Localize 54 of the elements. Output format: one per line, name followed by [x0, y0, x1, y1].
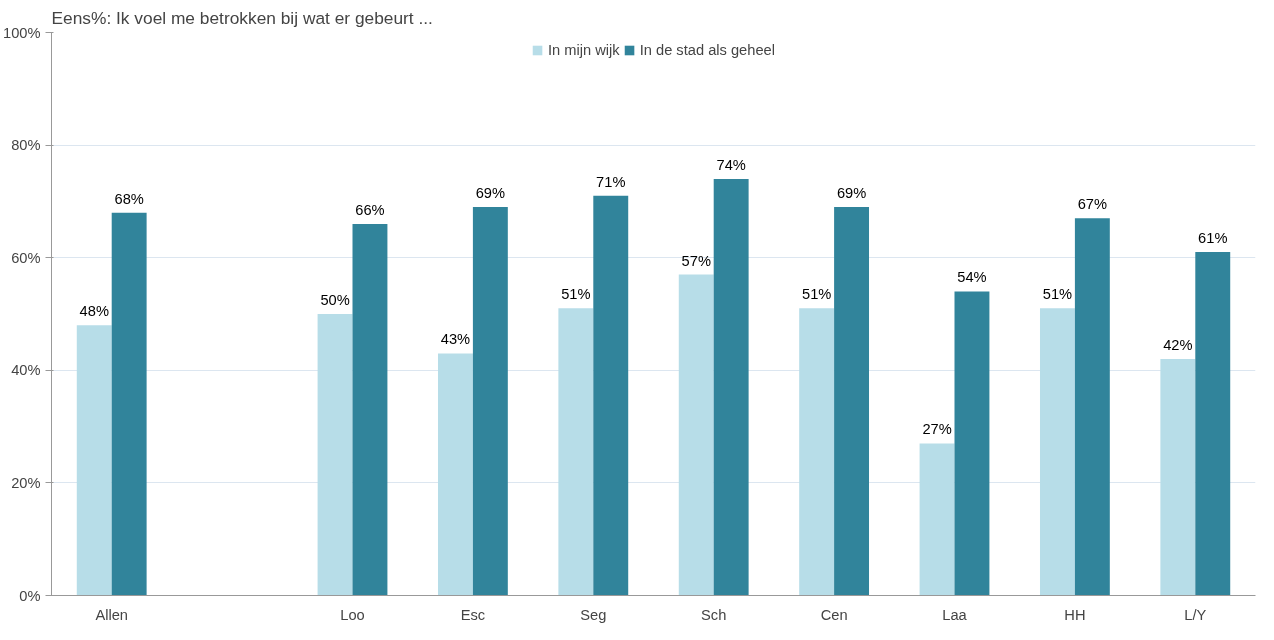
x-tick-label: Sch: [701, 606, 727, 623]
data-label: 50%: [320, 292, 350, 308]
bar: [593, 195, 629, 596]
data-label: 67%: [1077, 196, 1108, 213]
legend-label: In de stad als geheel: [639, 42, 775, 58]
bar: [954, 291, 990, 596]
bar: [111, 212, 147, 596]
data-label: 54%: [957, 269, 987, 286]
bar: [352, 223, 388, 596]
data-label: 69%: [475, 185, 506, 202]
data-label: 51%: [561, 286, 591, 303]
bar: [76, 325, 112, 596]
bar: [799, 308, 835, 596]
x-tick-label: L/Y: [1184, 606, 1207, 623]
bar: [317, 314, 353, 596]
x-tick-label: Seg: [580, 606, 607, 623]
x-tick-label: Allen: [95, 606, 128, 623]
bar: [678, 274, 714, 596]
y-tick-label: 20%: [11, 474, 41, 491]
legend-label: In mijn wijk: [548, 42, 620, 58]
data-label: 68%: [114, 190, 144, 207]
data-label: 48%: [79, 303, 109, 320]
x-tick-label: Laa: [942, 606, 968, 623]
data-label: 66%: [355, 201, 385, 218]
bar: [1160, 359, 1196, 596]
data-label: 51%: [801, 286, 832, 303]
bar: [472, 207, 508, 596]
bar: [1195, 252, 1231, 596]
data-label: 43%: [440, 331, 471, 348]
x-tick-label: Loo: [340, 606, 365, 623]
data-label: 51%: [1042, 286, 1073, 303]
x-tick-label: HH: [1064, 606, 1086, 623]
data-label: 42%: [1163, 337, 1193, 354]
data-label: 71%: [596, 173, 626, 190]
bar: [919, 443, 955, 596]
x-tick-label: Cen: [820, 606, 848, 623]
data-label: 74%: [716, 156, 746, 173]
y-tick-label: 80%: [11, 137, 41, 154]
y-tick-label: 40%: [11, 362, 41, 379]
bar: [1039, 308, 1075, 596]
data-label: 57%: [681, 252, 711, 269]
y-tick-label: 100%: [3, 24, 41, 41]
bar: [437, 353, 473, 596]
bar: [834, 207, 870, 596]
bar: [558, 308, 594, 596]
bar: [713, 178, 749, 596]
data-label: 61%: [1198, 230, 1228, 247]
data-label: 27%: [922, 421, 952, 438]
x-tick-label: Esc: [460, 606, 486, 623]
data-label: 69%: [836, 185, 867, 202]
y-tick-label: 0%: [19, 587, 41, 604]
bar: [1074, 218, 1110, 596]
y-tick-label: 60%: [11, 249, 41, 266]
chart-title: Eens%: Ik voel me betrokken bij wat er gebeurt ...: [51, 7, 433, 28]
